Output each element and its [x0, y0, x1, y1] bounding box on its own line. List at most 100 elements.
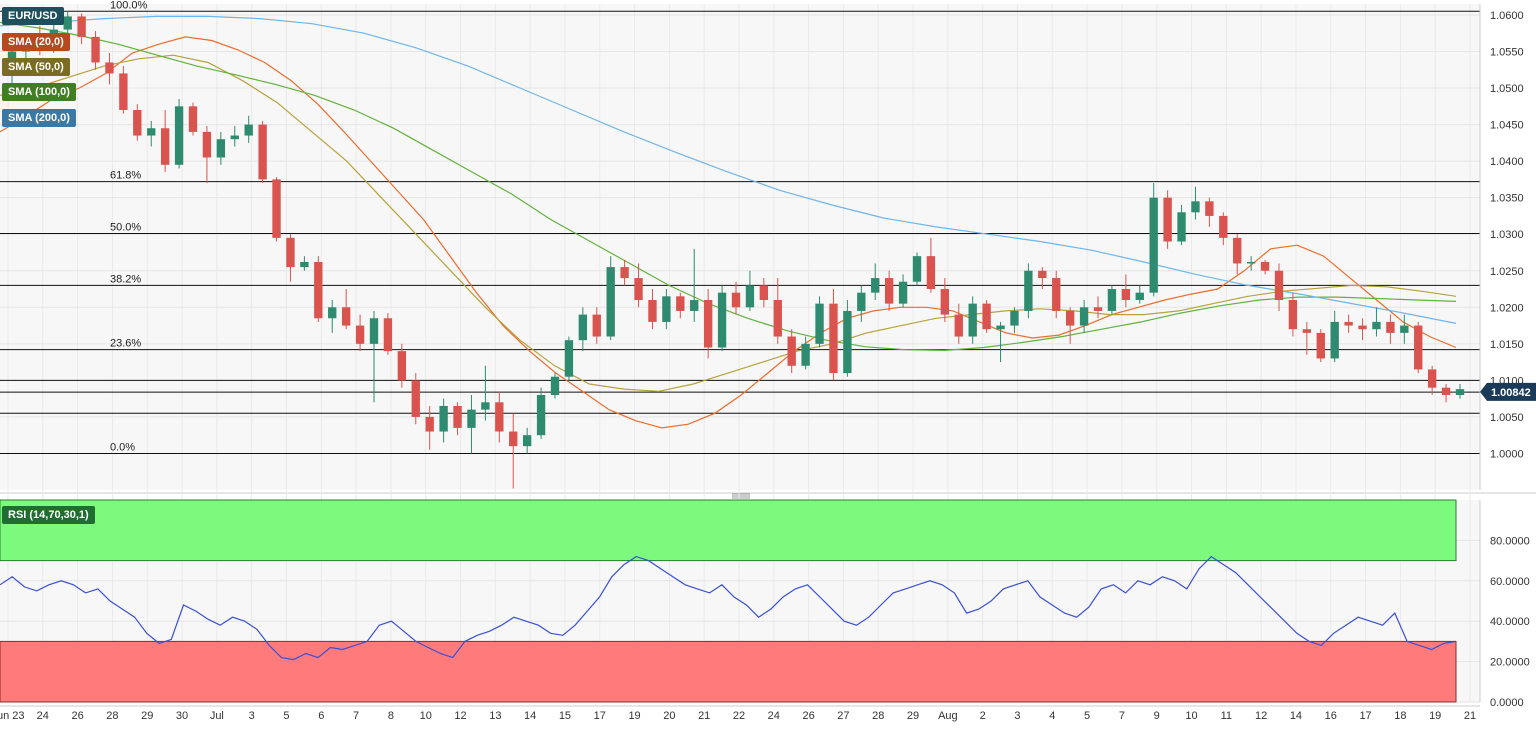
candle-body: [620, 267, 629, 279]
fib-label: 38.2%: [110, 273, 141, 285]
x-tick-label: 24: [768, 710, 780, 722]
candle-body: [286, 237, 295, 268]
y-tick-label: 1.0050: [1490, 412, 1524, 424]
candle-body: [1288, 299, 1298, 330]
fib-label: 0.0%: [110, 441, 135, 453]
candle-body: [759, 285, 769, 300]
candle-body: [1233, 237, 1242, 264]
candle-body: [690, 299, 699, 311]
sma50-tag[interactable]: SMA (50,0): [2, 58, 70, 76]
candle-body: [550, 376, 560, 395]
sma20-tag[interactable]: SMA (20,0): [2, 33, 70, 51]
rsi-tag[interactable]: RSI (14,70,30,1): [2, 506, 95, 524]
candle-body: [912, 256, 922, 282]
y-tick-label: 1.0200: [1490, 302, 1524, 314]
x-tick-label: 20: [663, 710, 675, 722]
x-tick-label: 7: [353, 710, 359, 722]
candle-body: [1344, 321, 1353, 326]
candle-body: [787, 336, 796, 366]
x-tick-label: 21: [1464, 710, 1476, 722]
candle-body: [592, 314, 601, 337]
candle-body: [1010, 310, 1019, 326]
x-tick-label: 14: [1290, 710, 1302, 722]
candle-body: [1427, 369, 1437, 388]
candle-body: [954, 314, 963, 337]
x-tick-label: 26: [802, 710, 814, 722]
x-tick-label: 29: [141, 710, 153, 722]
candle-body: [495, 402, 504, 432]
x-tick-label: 27: [837, 710, 849, 722]
x-tick-label: 16: [1325, 710, 1337, 722]
candle-body: [147, 128, 156, 136]
candle-body: [564, 340, 574, 377]
rsi-line: [0, 555, 1457, 661]
candle-body: [300, 261, 309, 268]
candle-body: [815, 303, 824, 344]
y-tick-label: 1.0550: [1490, 47, 1524, 59]
x-tick-label: 15: [559, 710, 571, 722]
x-tick-label: 19: [628, 710, 640, 722]
current-price-badge: [1480, 382, 1536, 401]
candle-body: [63, 16, 72, 30]
candle-body: [439, 405, 448, 432]
candle-body: [996, 325, 1005, 330]
candle-body: [467, 409, 476, 428]
x-tick-label: Aug: [938, 710, 958, 722]
candle-body: [1205, 201, 1214, 216]
candle-body: [843, 310, 852, 374]
candle-body: [258, 124, 267, 180]
x-tick-label: 10: [1185, 710, 1197, 722]
candle-body: [133, 109, 142, 136]
candle-body: [745, 285, 755, 308]
x-tick-label: 2: [980, 710, 986, 722]
x-tick-label: Jun 23: [0, 710, 25, 722]
candle-body: [341, 307, 351, 326]
fib-label: 50.0%: [110, 221, 141, 233]
symbol-tag[interactable]: EUR/USD: [2, 7, 64, 25]
sma100-tag[interactable]: SMA (100,0): [2, 83, 76, 101]
candle-body: [369, 318, 379, 344]
candle-body: [216, 139, 226, 158]
sma-lines: [0, 15, 1457, 429]
x-tick-label: Jul: [210, 710, 224, 722]
x-tick-label: 5: [283, 710, 289, 722]
candle-body: [1386, 321, 1395, 333]
candle-body: [926, 256, 936, 290]
rsi-tick-label: 20.0000: [1490, 657, 1530, 669]
candle-body: [662, 296, 671, 322]
candle-body: [355, 325, 365, 344]
candle-body: [425, 416, 434, 432]
candle-body: [1024, 270, 1033, 311]
candle-body: [119, 73, 128, 110]
candle-body: [397, 351, 407, 381]
rsi-zones: [0, 499, 1457, 703]
candle-body: [731, 292, 741, 308]
sma-line: [0, 36, 1457, 429]
candle-body: [940, 289, 950, 315]
current-price-label: 1.00842: [1491, 387, 1531, 399]
candle-body: [1052, 278, 1061, 311]
x-tick-label: 18: [1394, 710, 1406, 722]
x-tick-label: 13: [489, 710, 501, 722]
candle-body: [314, 261, 323, 319]
x-tick-label: 4: [1049, 710, 1055, 722]
sma200-tag[interactable]: SMA (200,0): [2, 109, 76, 127]
candle-body: [174, 106, 184, 165]
overbought-zone: [0, 499, 1457, 562]
candle-body: [481, 402, 490, 410]
candle-body: [509, 431, 518, 447]
candle-body: [1107, 289, 1117, 311]
y-tick-label: 1.0600: [1490, 10, 1524, 22]
candle-body: [244, 124, 253, 136]
candle-body: [1274, 270, 1284, 300]
candle-body: [1163, 197, 1172, 242]
candle-body: [1414, 325, 1423, 370]
fib-label: 100.0%: [110, 0, 148, 11]
chart-grid: [0, 4, 1536, 703]
x-tick-label: 14: [524, 710, 536, 722]
y-tick-label: 1.0400: [1490, 156, 1524, 168]
y-tick-label: 1.0300: [1490, 229, 1524, 241]
x-tick-label: 12: [1255, 710, 1267, 722]
candle-body: [1135, 292, 1144, 300]
x-tick-label: 10: [420, 710, 432, 722]
